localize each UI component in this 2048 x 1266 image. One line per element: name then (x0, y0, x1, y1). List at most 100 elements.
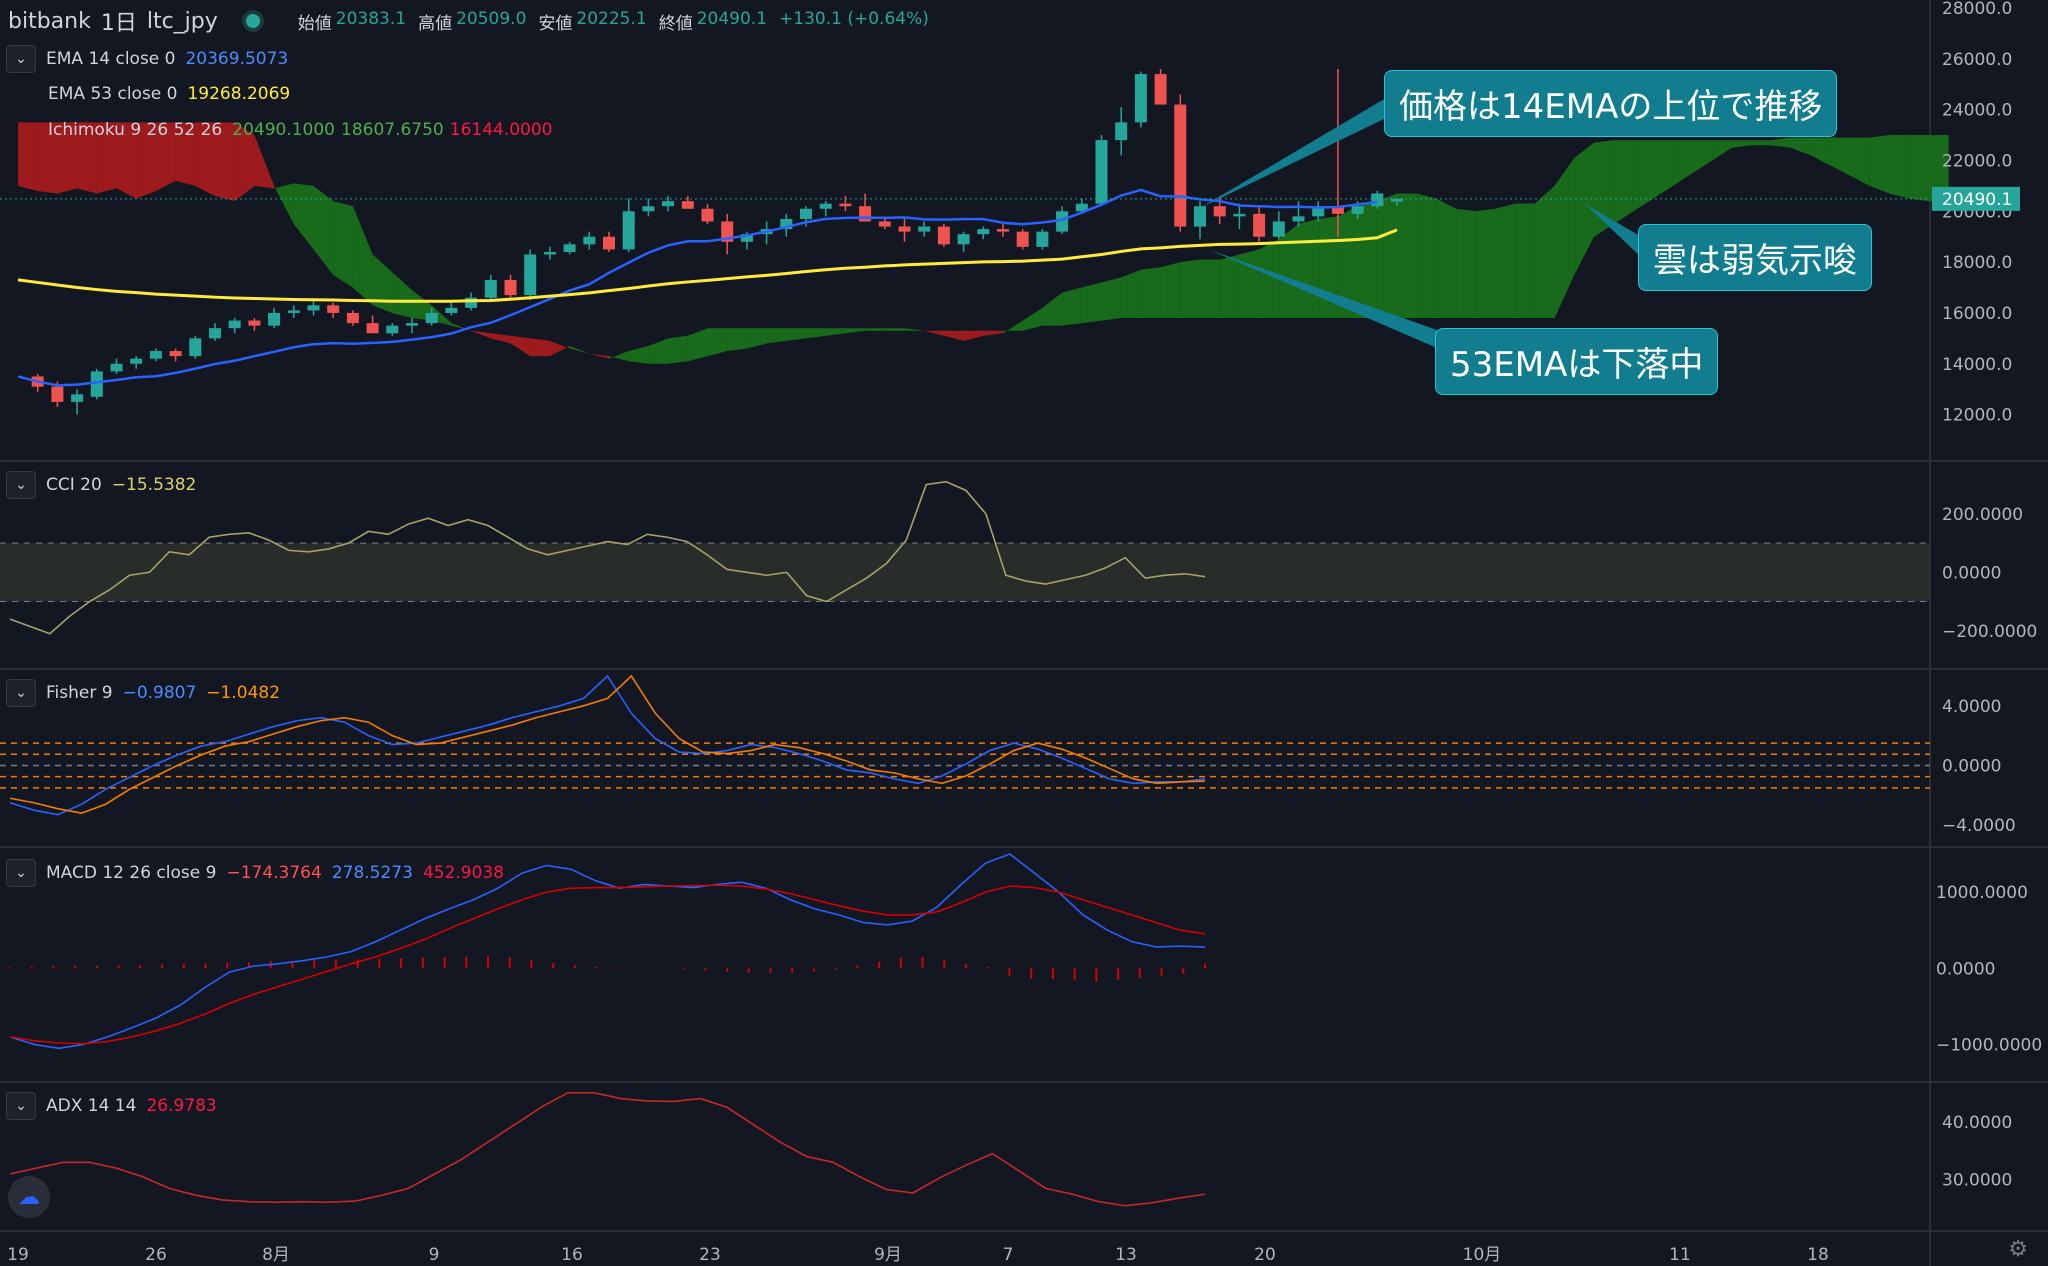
cloud-segment (845, 328, 866, 334)
cloud-segment (352, 206, 373, 306)
symbol-name[interactable]: ltc_jpy (146, 8, 218, 34)
candle-body (1174, 104, 1187, 227)
candle-body (937, 226, 950, 245)
candle-body (977, 229, 990, 235)
cloud-segment (1889, 135, 1910, 199)
candle-body (662, 201, 675, 207)
collapse-cci-button[interactable]: ⌄ (6, 471, 36, 499)
candle-body (957, 234, 970, 245)
candle-body (1371, 193, 1384, 207)
callout-pointer-2 (1585, 204, 1640, 256)
candle-body (346, 312, 359, 324)
collapse-fisher-button[interactable]: ⌄ (6, 679, 36, 707)
candle-body (543, 251, 556, 255)
cloud-segment (865, 328, 885, 331)
candle-body (130, 358, 143, 364)
close-label: 終値 (658, 13, 693, 34)
cloud-segment (569, 345, 590, 354)
fisher-value-2: −1.0482 (206, 683, 281, 703)
time-tick-label: 7 (1003, 1245, 1014, 1265)
callout-pointer-3 (1210, 250, 1437, 348)
collapse-macd-button[interactable]: ⌄ (6, 859, 36, 887)
ema53-value: 19268.2069 (187, 84, 291, 104)
candle-body (386, 325, 399, 334)
last-price-tag (1932, 186, 2020, 211)
cloud-segment (155, 122, 176, 191)
cloud-segment (136, 122, 156, 199)
cloud-segment (924, 330, 944, 336)
cloud-segment (1160, 262, 1181, 319)
legend-cci: ⌄ CCI 20 −15.5382 (6, 470, 196, 500)
time-tick-label: 26 (145, 1245, 167, 1265)
price-tick-label: 18000.0 (1942, 253, 2012, 273)
cloud-segment (786, 328, 806, 341)
fisher-tick-label: 0.0000 (1942, 756, 2001, 776)
cloud-segment (963, 330, 984, 341)
cloud-segment (707, 328, 728, 357)
cloud-segment (215, 122, 235, 202)
cloud-segment (1810, 137, 1831, 166)
annotation-ema53-falling[interactable]: 53EMAは下落中 (1435, 328, 1719, 395)
cloud-segment (1791, 137, 1811, 156)
collapse-legend-button[interactable]: ⌄ (6, 45, 36, 73)
adx-tick-label: 40.0000 (1942, 1113, 2012, 1133)
settings-gear-icon[interactable]: ⚙ (2008, 1237, 2028, 1262)
exchange-name[interactable]: bitbank (8, 8, 91, 34)
adx-line (9, 1091, 1206, 1207)
adx-value: 26.9783 (146, 1096, 217, 1116)
candle-body (859, 206, 872, 222)
cloud-segment (293, 183, 314, 250)
cloud-segment (1771, 137, 1791, 148)
close-value: 20490.1 (696, 8, 768, 29)
last-price-tag-label: 20490.1 (1942, 190, 2012, 210)
cloud-segment (746, 328, 767, 349)
candle-body (1391, 198, 1403, 202)
fisher-value-1: −0.9807 (122, 683, 197, 703)
tradingview-logo-icon[interactable]: ☁ (8, 1176, 50, 1218)
cloud-segment (1850, 137, 1870, 186)
collapse-adx-button[interactable]: ⌄ (6, 1092, 36, 1120)
candle-body (1331, 206, 1344, 214)
candle-body (209, 328, 221, 339)
cloud-segment (1712, 140, 1732, 161)
cloud-segment (333, 201, 353, 288)
cloud-segment (1337, 206, 1358, 319)
annotation-price-above-ema14[interactable]: 価格は14EMAの上位で推移 (1384, 70, 1838, 137)
cloud-segment (372, 254, 393, 313)
candle-body (465, 297, 478, 308)
candle-body (997, 229, 1009, 232)
cloud-segment (1830, 137, 1851, 176)
annotation-cloud-bearish[interactable]: 雲は弱気示唆 (1638, 224, 1872, 291)
cloud-segment (116, 122, 137, 199)
cloud-segment (1357, 201, 1378, 319)
high-value: 20509.0 (456, 8, 527, 29)
candle-body (149, 351, 162, 359)
interval-label[interactable]: 1日 (100, 11, 137, 36)
time-tick-label: 8月 (262, 1245, 290, 1265)
ohlc-values: 始値 20383.1 高値 20509.0 安値 20225.1 終値 20490.1 … (298, 9, 937, 34)
candle-body (721, 221, 734, 242)
candle-body (1016, 231, 1029, 247)
price-tick-label: 12000.0 (1942, 406, 2012, 426)
price-tick-label: 28000.0 (1942, 0, 2012, 19)
fisher-tick-label: 4.0000 (1942, 697, 2001, 717)
time-tick-label: 10月 (1463, 1245, 1502, 1265)
cloud-segment (1475, 208, 1496, 319)
cloud-segment (1416, 193, 1437, 319)
candle-body (1272, 221, 1285, 237)
candle-body (1134, 74, 1147, 123)
fisher-trigger-line (9, 674, 1206, 814)
open-value: 20383.1 (335, 8, 407, 29)
cloud-segment (175, 122, 196, 186)
cloud-segment (1062, 287, 1082, 326)
candle-body (780, 218, 793, 230)
price-tick-label: 22000.0 (1942, 151, 2012, 171)
cloud-segment (530, 338, 550, 357)
candle-body (622, 211, 635, 250)
candle-body (642, 206, 655, 212)
candle-body (1036, 231, 1049, 247)
candle-body (603, 236, 615, 250)
ema14-line (17, 188, 1378, 387)
callout-pointer-1 (1200, 98, 1386, 208)
